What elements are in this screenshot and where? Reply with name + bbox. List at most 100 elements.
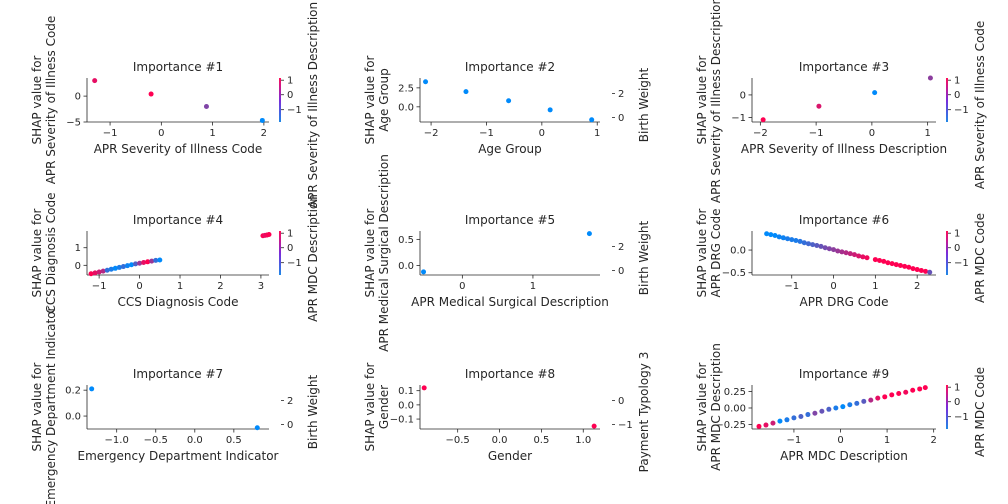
- panel-title: Importance #9: [799, 367, 889, 381]
- panel-title: Importance #6: [799, 213, 889, 227]
- panel-title: Importance #8: [465, 367, 555, 381]
- x-axis-label: Age Group: [478, 142, 542, 156]
- colorbar-label: APR Severity of Illness Description: [306, 2, 320, 208]
- colorbar-tick-label: 1: [954, 76, 960, 87]
- x-tick-label: −1: [479, 128, 494, 139]
- colorbar-label: Birth Weight: [637, 67, 651, 142]
- colorbar-tick-label: −1: [954, 412, 969, 423]
- data-point: [797, 238, 803, 244]
- data-point: [92, 270, 98, 276]
- panel-2: Importance #2 −2 −1 0 1 2.5 0.0 Age Group SHAP v…: [363, 55, 651, 156]
- data-point: [889, 392, 895, 398]
- colorbar-tick-label: 1: [954, 229, 960, 240]
- x-tick-label: −1: [787, 435, 802, 446]
- data-point: [547, 107, 553, 113]
- data-point: [885, 260, 891, 266]
- x-axis-label: Emergency Department Indicator: [78, 449, 279, 463]
- colorbar: [946, 78, 948, 122]
- x-tick-label: −1: [784, 281, 799, 292]
- data-point: [760, 117, 766, 123]
- y-tick-label: 0.0: [398, 102, 414, 113]
- data-point: [756, 423, 762, 429]
- data-point: [124, 263, 130, 269]
- data-point: [589, 117, 595, 123]
- data-point: [914, 267, 920, 273]
- data-point: [910, 387, 916, 393]
- data-point: [918, 267, 924, 273]
- data-point: [826, 246, 832, 252]
- colorbar-tick-label: 0: [287, 420, 293, 431]
- x-tick-label: −0.5: [446, 435, 470, 446]
- y-tick-label: 0: [740, 90, 746, 101]
- data-point: [903, 389, 909, 395]
- data-point: [254, 425, 260, 431]
- data-point: [816, 103, 822, 109]
- colorbar-tick-label: 0: [287, 243, 293, 254]
- x-tick-label: 2: [217, 281, 223, 292]
- y-axis-label: SHAP value forAPR DRG Code: [695, 208, 723, 297]
- data-point: [868, 397, 874, 403]
- data-point: [843, 250, 849, 256]
- data-point: [893, 262, 899, 268]
- panel-4: Importance #4 −1 0 1 2 3 1 0 CCS Diagnosis Code S…: [30, 192, 320, 321]
- data-point: [120, 264, 126, 270]
- y-tick-label: 1: [75, 243, 81, 254]
- y-tick-label: −5: [66, 118, 81, 129]
- data-point: [861, 398, 867, 404]
- colorbar-tick-label: 1: [287, 229, 293, 240]
- x-tick-label: 2: [930, 435, 936, 446]
- y-tick-label: 0: [75, 261, 81, 272]
- data-point: [793, 238, 799, 244]
- data-point: [780, 235, 786, 241]
- x-tick-label: 2: [914, 281, 920, 292]
- x-tick-label: 1: [872, 281, 878, 292]
- colorbar-tick-label: −1: [954, 258, 969, 269]
- x-axis-label: Gender: [488, 449, 532, 463]
- data-point: [777, 418, 783, 424]
- colorbar-tick-label: 2: [618, 89, 624, 100]
- data-point: [137, 260, 143, 266]
- colorbar-tick-label: 0: [618, 266, 624, 277]
- x-axis-label: APR DRG Code: [799, 295, 888, 309]
- data-point: [133, 261, 139, 267]
- panel-title: Importance #2: [465, 60, 555, 74]
- data-point: [506, 98, 512, 104]
- data-point: [810, 242, 816, 248]
- x-tick-label: −1.0: [105, 435, 129, 446]
- y-axis-label: SHAP value forAPR Severity of Illness De…: [695, 0, 723, 203]
- data-point: [872, 90, 878, 96]
- panel-title: Importance #7: [133, 367, 223, 381]
- data-point: [798, 414, 804, 420]
- x-tick-label: −2: [424, 128, 439, 139]
- colorbar-tick-label: −1: [287, 258, 302, 269]
- x-tick-label: 1: [594, 128, 600, 139]
- data-point: [902, 263, 908, 269]
- data-point: [784, 417, 790, 423]
- colorbar-label: Payment Typology 3: [637, 352, 651, 473]
- panel-title: Importance #4: [133, 213, 223, 227]
- data-point: [157, 257, 163, 263]
- colorbar-label: Birth Weight: [306, 374, 320, 449]
- data-point: [889, 261, 895, 267]
- x-tick-label: 1: [177, 281, 183, 292]
- x-tick-label: 2: [261, 128, 267, 139]
- data-point: [100, 268, 106, 274]
- x-tick-label: 0.5: [533, 435, 549, 446]
- x-tick-label: 0: [869, 128, 875, 139]
- x-tick-label: 1: [924, 128, 930, 139]
- x-tick-label: −0.5: [144, 435, 168, 446]
- data-point: [927, 75, 933, 81]
- data-point: [882, 394, 888, 400]
- data-point: [872, 257, 878, 263]
- x-tick-label: −1: [103, 128, 118, 139]
- colorbar: [279, 231, 281, 275]
- data-point: [831, 247, 837, 253]
- x-tick-label: 0: [459, 281, 465, 292]
- y-tick-label: 0.0: [398, 400, 414, 411]
- data-point: [772, 233, 778, 239]
- colorbar: [946, 385, 948, 429]
- data-point: [812, 410, 818, 416]
- y-tick-label: 0.2: [65, 386, 81, 397]
- colorbar-label: APR MDC Code: [973, 367, 987, 457]
